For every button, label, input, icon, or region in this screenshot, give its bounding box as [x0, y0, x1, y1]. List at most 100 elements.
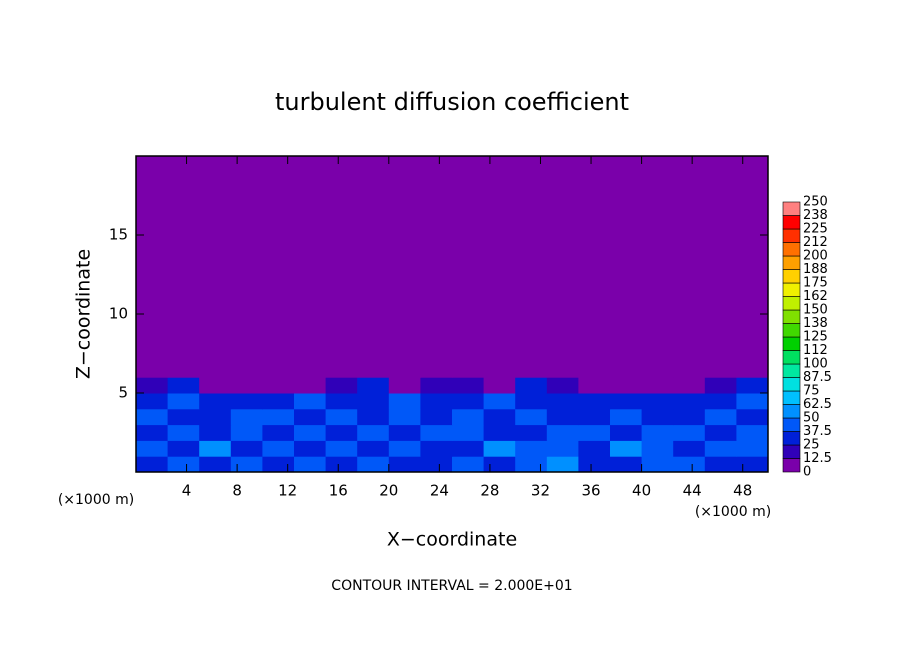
- x-tick-label: 16: [329, 482, 348, 500]
- cell: [167, 377, 200, 394]
- colorbar-swatch: [782, 444, 801, 459]
- colorbar-label: 188: [803, 262, 828, 277]
- cell: [546, 456, 579, 473]
- colorbar-label: 12.5: [803, 451, 832, 466]
- cell: [230, 377, 263, 394]
- cell: [546, 393, 579, 410]
- cell: [736, 440, 769, 457]
- cell: [262, 377, 295, 394]
- cell: [167, 408, 200, 426]
- cell: [578, 456, 611, 473]
- colorbar-swatch: [782, 363, 801, 378]
- cell: [357, 424, 390, 441]
- cell: [420, 377, 453, 394]
- colorbar-swatch: [782, 228, 801, 243]
- cell: [199, 424, 232, 441]
- cell: [262, 393, 295, 410]
- cell: [357, 408, 390, 426]
- cell: [673, 393, 706, 410]
- cell: [610, 456, 643, 473]
- cell: [199, 393, 232, 410]
- cell: [610, 440, 643, 457]
- cell: [136, 377, 169, 394]
- cell: [483, 424, 516, 441]
- cell: [199, 456, 232, 473]
- colorbar-swatch: [782, 336, 801, 351]
- cell: [388, 440, 421, 457]
- cell: [230, 408, 263, 426]
- colorbar-swatch: [782, 417, 801, 432]
- cell: [736, 377, 769, 394]
- colorbar-swatch: [782, 458, 801, 473]
- cell: [641, 408, 674, 426]
- cell: [136, 393, 169, 410]
- x-tick-label: 12: [278, 482, 297, 500]
- cell: [325, 408, 358, 426]
- cell: [294, 393, 327, 410]
- cell: [136, 456, 169, 473]
- cell: [610, 424, 643, 441]
- cell: [199, 156, 232, 378]
- colorbar-swatch: [782, 282, 801, 297]
- cell: [294, 440, 327, 457]
- y-unit: (×1000 m): [58, 492, 134, 508]
- colorbar-swatch: [782, 431, 801, 446]
- x-tick-label: 20: [379, 482, 398, 500]
- cell: [704, 408, 737, 426]
- cell: [736, 156, 769, 378]
- cell: [610, 393, 643, 410]
- cell: [641, 440, 674, 457]
- cell: [230, 456, 263, 473]
- cell: [388, 424, 421, 441]
- colorbar-label: 62.5: [803, 397, 832, 412]
- cell: [452, 377, 485, 394]
- chart-title: turbulent diffusion coefficient: [275, 88, 629, 116]
- cell: [704, 393, 737, 410]
- cell: [167, 440, 200, 457]
- cell: [136, 440, 169, 457]
- cell: [610, 408, 643, 426]
- cell: [325, 156, 358, 378]
- x-tick-label: 4: [182, 482, 192, 500]
- cell: [610, 377, 643, 394]
- cell: [515, 393, 548, 410]
- y-tick-label: 10: [109, 305, 128, 323]
- cell: [483, 440, 516, 457]
- cell: [452, 156, 485, 378]
- cell: [515, 408, 548, 426]
- cell: [452, 408, 485, 426]
- cell: [736, 408, 769, 426]
- cell: [546, 440, 579, 457]
- cell: [262, 156, 295, 378]
- cell: [136, 408, 169, 426]
- cell: [420, 156, 453, 378]
- x-tick-label: 48: [733, 482, 752, 500]
- cell: [325, 393, 358, 410]
- cell: [388, 408, 421, 426]
- cell: [136, 156, 169, 378]
- cell: [167, 456, 200, 473]
- cell: [294, 456, 327, 473]
- cell: [230, 440, 263, 457]
- cell: [704, 456, 737, 473]
- colorbar-swatch: [782, 269, 801, 284]
- cell: [452, 456, 485, 473]
- cell: [610, 156, 643, 378]
- cell: [673, 440, 706, 457]
- cell: [673, 377, 706, 394]
- cell: [262, 456, 295, 473]
- cell: [325, 424, 358, 441]
- cell: [515, 156, 548, 378]
- cell: [704, 377, 737, 394]
- cell: [420, 424, 453, 441]
- cell: [546, 156, 579, 378]
- colorbar-label: 238: [803, 208, 828, 223]
- cell: [578, 424, 611, 441]
- cell: [357, 393, 390, 410]
- x-tick-label: 28: [480, 482, 499, 500]
- colorbar-swatch: [782, 255, 801, 270]
- cell: [578, 440, 611, 457]
- cell: [452, 424, 485, 441]
- cell: [483, 393, 516, 410]
